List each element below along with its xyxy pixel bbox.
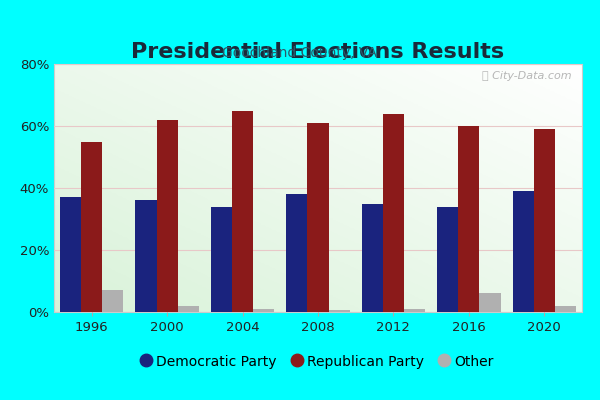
Bar	[458, 126, 479, 312]
Bar	[479, 294, 500, 312]
Bar	[232, 110, 253, 312]
Bar	[555, 306, 576, 312]
Bar	[286, 194, 307, 312]
Legend: Democratic Party, Republican Party, Other: Democratic Party, Republican Party, Othe…	[137, 349, 499, 374]
Bar	[81, 142, 102, 312]
Bar	[437, 207, 458, 312]
Title: Presidential Elections Results: Presidential Elections Results	[131, 42, 505, 62]
Bar	[512, 191, 534, 312]
Bar	[534, 129, 555, 312]
Text: Goochland County, VA: Goochland County, VA	[223, 46, 377, 60]
Bar	[157, 120, 178, 312]
Bar	[307, 123, 329, 312]
Bar	[178, 306, 199, 312]
Bar	[136, 200, 157, 312]
Bar	[404, 309, 425, 312]
Bar	[383, 114, 404, 312]
Bar	[253, 309, 274, 312]
Text: ⓘ City-Data.com: ⓘ City-Data.com	[482, 72, 571, 82]
Bar	[211, 207, 232, 312]
Bar	[362, 204, 383, 312]
Bar	[102, 290, 124, 312]
Bar	[60, 197, 81, 312]
Bar	[329, 310, 350, 312]
